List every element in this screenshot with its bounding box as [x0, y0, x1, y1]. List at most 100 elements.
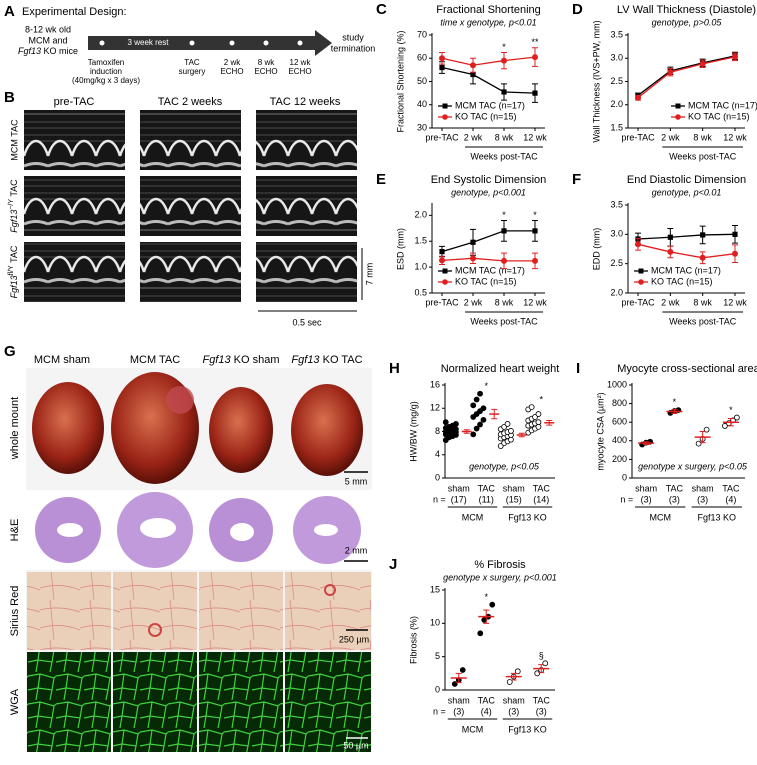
- panel-letter: F: [572, 171, 581, 188]
- significance-label: *: [484, 592, 488, 602]
- legend-marker: [442, 114, 448, 120]
- x-tick-label: TAC: [533, 483, 551, 493]
- timeline-dot: [263, 40, 269, 46]
- data-point: [721, 423, 728, 429]
- step-label: 12 wk: [290, 58, 312, 67]
- step-label: (40mg/kg x 3 days): [72, 76, 140, 85]
- x-tick-label: 8 wk: [693, 297, 712, 307]
- column-label: MCM TAC: [130, 354, 180, 366]
- series-line: [441, 56, 536, 66]
- data-point: [477, 390, 483, 397]
- n-label: (14): [533, 494, 549, 504]
- x-axis-label: Weeks post-TAC: [669, 151, 737, 161]
- y-tick-label: 1.5: [610, 122, 623, 132]
- data-point: [477, 630, 484, 637]
- significance-label: *: [502, 210, 506, 220]
- x-tick-label: 12 wk: [523, 297, 547, 307]
- scale-label: 50 µm: [343, 740, 368, 750]
- panel-letter: A: [4, 3, 15, 20]
- data-point: [733, 414, 740, 421]
- y-tick-label: 600: [612, 417, 627, 427]
- legend-marker: [675, 103, 681, 109]
- x-tick-label: pre-TAC: [621, 132, 655, 142]
- chart-subtitle: genotype, p>0.05: [652, 17, 723, 27]
- point: [470, 255, 476, 262]
- error-bar: [455, 672, 462, 684]
- row-label-rest: TAC: [9, 179, 19, 199]
- scale-label: 0.5 sec: [292, 317, 322, 327]
- chart-title: Normalized heart weight: [441, 363, 560, 375]
- x-tick-label: 8 wk: [495, 297, 514, 307]
- point: [667, 69, 674, 76]
- n-label: (3): [641, 494, 652, 504]
- column-label-rest: KO TAC: [320, 354, 363, 366]
- timeline-dot: [229, 40, 235, 46]
- x-tick-label: sham: [692, 483, 714, 493]
- error-bar: [727, 417, 734, 427]
- error-bar: [699, 431, 706, 444]
- y-axis-label: HW/BW (mg/g): [408, 401, 418, 462]
- n-prefix: n =: [620, 494, 633, 504]
- x-tick-label: TAC: [666, 483, 684, 493]
- series-line: [441, 257, 535, 262]
- data-point: [508, 428, 514, 434]
- legend-label: MCM TAC (n=17): [455, 265, 525, 275]
- y-tick-label: 0: [435, 472, 440, 482]
- x-tick-label: TAC: [478, 483, 496, 493]
- series-line: [637, 233, 736, 240]
- x-tick-label: 2 wk: [661, 297, 680, 307]
- point: [635, 94, 641, 101]
- error-bar: [643, 441, 650, 446]
- chart-title: LV Wall Thickness (Diastole): [617, 4, 756, 16]
- echo-image: [24, 110, 125, 170]
- y-tick-label: 3.5: [610, 199, 623, 209]
- x-tick-label: pre-TAC: [425, 132, 459, 142]
- y-tick-label: 2.0: [414, 210, 427, 220]
- mice-text: 8-12 wk old: [25, 24, 71, 34]
- significance-label: *: [729, 405, 733, 415]
- column-label-italic: Fgf13: [202, 354, 231, 366]
- significance-label: *: [673, 397, 677, 407]
- legend-marker: [442, 279, 448, 285]
- y-tick-label: 1.5: [414, 236, 427, 246]
- y-tick-label: 3.0: [610, 53, 623, 63]
- step-label: TAC: [184, 58, 200, 67]
- x-tick-label: pre-TAC: [621, 297, 655, 307]
- y-tick-label: 50: [417, 76, 427, 86]
- row-label-italic: Fgf13: [9, 275, 19, 298]
- panel-letter: C: [376, 1, 387, 18]
- x-tick-label: 12 wk: [723, 132, 747, 142]
- row-label-italic: Fgf13: [9, 210, 19, 233]
- point: [439, 55, 445, 62]
- chart-title: End Systolic Dimension: [431, 174, 547, 186]
- point: [470, 239, 476, 245]
- annotation: genotype, p<0.05: [469, 461, 540, 471]
- point: [635, 241, 641, 248]
- significance-label: *: [502, 42, 506, 52]
- y-axis-label: Fractional Shortening (%): [395, 30, 405, 132]
- data-point: [480, 416, 487, 423]
- sirius-image: [113, 572, 197, 650]
- data-point: [695, 440, 702, 447]
- data-point: [480, 405, 487, 412]
- data-point: [459, 667, 466, 673]
- column-label: TAC 12 weeks: [270, 96, 341, 108]
- legend-marker: [442, 103, 448, 109]
- echo-image: [140, 176, 241, 236]
- n-label: (3): [536, 706, 547, 716]
- vessel: [148, 623, 162, 637]
- x-tick-label: 12 wk: [523, 132, 547, 142]
- significance-label: §: [539, 651, 544, 661]
- end-label: termination: [331, 43, 376, 53]
- point: [732, 231, 738, 237]
- echo-image: [24, 242, 125, 302]
- step-label: 2 wk: [224, 58, 241, 67]
- group-label: MCM: [650, 512, 672, 522]
- panel-letter: D: [572, 1, 583, 18]
- panel-letter: G: [4, 343, 16, 360]
- column-label-italic: Fgf13: [291, 354, 320, 366]
- y-tick-label: 3.5: [610, 29, 623, 39]
- y-tick-label: 12: [430, 403, 440, 413]
